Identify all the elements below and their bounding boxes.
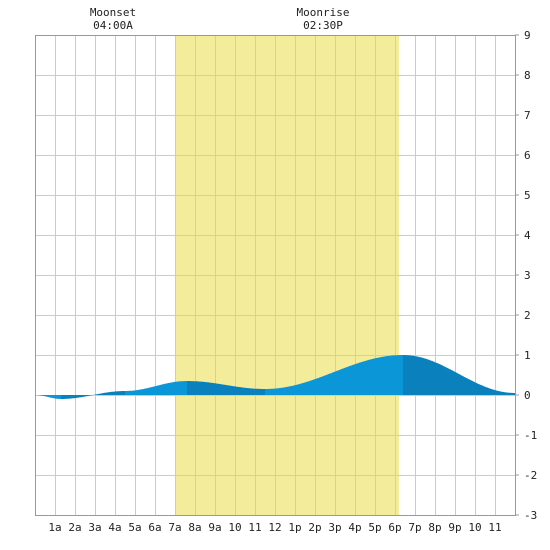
x-tick-label: 1p <box>288 521 301 534</box>
x-tick-label: 9p <box>448 521 461 534</box>
x-tick-label: 8p <box>428 521 441 534</box>
x-tick-label: 7p <box>408 521 421 534</box>
x-tick-label: 5p <box>368 521 381 534</box>
moon-event-time: 04:00A <box>93 19 133 32</box>
x-tick-label: 3p <box>328 521 341 534</box>
y-tick-label: 8 <box>524 69 531 82</box>
y-tick-label: 6 <box>524 149 531 162</box>
tide-area-segment <box>265 355 403 395</box>
x-tick-label: 4a <box>108 521 121 534</box>
x-tick-label: 7a <box>168 521 181 534</box>
moon-event-time: 02:30P <box>303 19 343 32</box>
y-tick-label: -2 <box>524 469 537 482</box>
tide-area-segment <box>187 381 265 395</box>
x-tick-label: 10 <box>468 521 481 534</box>
x-tick-label: 6p <box>388 521 401 534</box>
y-tick-label: 2 <box>524 309 531 322</box>
y-tick-label: 9 <box>524 29 531 42</box>
tide-area-segment <box>61 391 125 399</box>
y-tick-label: 5 <box>524 189 531 202</box>
x-tick-label: 5a <box>128 521 141 534</box>
x-tick-label: 6a <box>148 521 161 534</box>
y-tick-label: 0 <box>524 389 531 402</box>
y-tick-label: 1 <box>524 349 531 362</box>
y-tick-label: 4 <box>524 229 531 242</box>
y-tick-label: -1 <box>524 429 537 442</box>
moon-event-label: Moonset <box>90 6 136 19</box>
x-tick-label: 10 <box>228 521 241 534</box>
x-tick-label: 1a <box>48 521 61 534</box>
y-tick-label: 7 <box>524 109 531 122</box>
x-tick-label: 2a <box>68 521 81 534</box>
x-tick-label: 9a <box>208 521 221 534</box>
x-tick-label: 12 <box>268 521 281 534</box>
y-tick-label: 3 <box>524 269 531 282</box>
y-tick-label: -3 <box>524 509 537 522</box>
x-tick-label: 8a <box>188 521 201 534</box>
x-tick-label: 11 <box>248 521 261 534</box>
x-tick-label: 2p <box>308 521 321 534</box>
tide-area-segment <box>403 355 515 395</box>
x-tick-label: 11 <box>488 521 501 534</box>
x-tick-label: 3a <box>88 521 101 534</box>
moon-event-label: Moonrise <box>297 6 350 19</box>
tide-area-segment <box>125 381 187 395</box>
tide-area-segment <box>35 395 61 399</box>
x-tick-label: 4p <box>348 521 361 534</box>
